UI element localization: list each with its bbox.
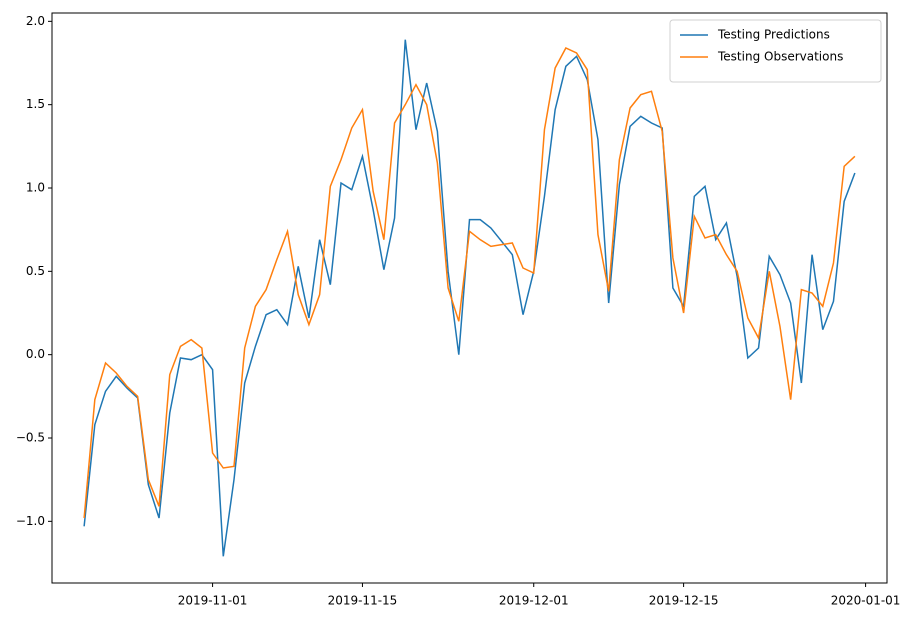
y-tick-label: 1.5 [26,97,45,111]
axes-frame [51,12,888,584]
y-tick-label: 0.0 [26,347,45,361]
legend-label: Testing Observations [717,50,843,64]
y-tick-label: 2.0 [26,14,45,28]
y-tick-label: 0.5 [26,264,45,278]
x-tick-label: 2019-11-15 [328,594,398,608]
legend-box [669,19,882,83]
y-tick-label: −0.5 [16,431,45,445]
x-tick-label: 2019-12-15 [649,594,719,608]
y-tick-label: 1.0 [26,181,45,195]
x-tick-label: 2019-11-01 [178,594,248,608]
series-line [83,47,856,519]
x-tick-label: 2020-01-01 [831,594,901,608]
x-tick-label: 2019-12-01 [499,594,569,608]
series-line [83,39,856,557]
y-tick-label: −1.0 [16,514,45,528]
legend-label: Testing Predictions [717,28,830,42]
